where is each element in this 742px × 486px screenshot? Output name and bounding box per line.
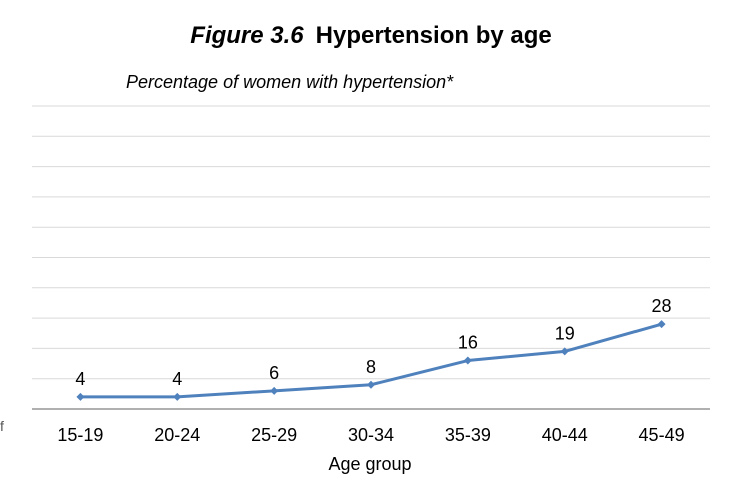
edge-mark: f xyxy=(0,418,4,434)
data-label: 19 xyxy=(555,323,575,343)
x-axis-title: Age group xyxy=(328,454,411,474)
series xyxy=(76,320,666,401)
data-label: 4 xyxy=(75,369,85,389)
data-point xyxy=(270,386,279,395)
data-labels: 4 4 6 8 16 19 28 xyxy=(75,296,671,389)
data-point xyxy=(173,392,182,401)
data-label: 4 xyxy=(172,369,182,389)
data-label: 28 xyxy=(652,296,672,316)
data-label: 16 xyxy=(458,333,478,353)
x-tick-label: 30-34 xyxy=(348,425,394,445)
x-tick-label: 45-49 xyxy=(639,425,685,445)
data-label: 8 xyxy=(366,357,376,377)
x-tick-label: 35-39 xyxy=(445,425,491,445)
data-label: 6 xyxy=(269,363,279,383)
chart-title: Figure 3.6 Hypertension by age xyxy=(0,22,742,50)
data-point xyxy=(463,356,472,365)
data-point xyxy=(657,320,666,329)
chart-subtitle: Percentage of women with hypertension* xyxy=(126,72,454,92)
data-point xyxy=(560,347,569,356)
x-tick-labels: 15-19 20-24 25-29 30-34 35-39 40-44 45-49 xyxy=(57,425,684,445)
x-tick-label: 40-44 xyxy=(542,425,588,445)
x-tick-label: 20-24 xyxy=(154,425,200,445)
x-tick-label: 25-29 xyxy=(251,425,297,445)
x-tick-label: 15-19 xyxy=(57,425,103,445)
figure-label: Figure 3.6 xyxy=(190,22,304,49)
data-point xyxy=(367,380,375,389)
gridlines xyxy=(32,105,710,380)
data-point xyxy=(76,392,85,401)
title-text: Hypertension by age xyxy=(315,22,552,49)
